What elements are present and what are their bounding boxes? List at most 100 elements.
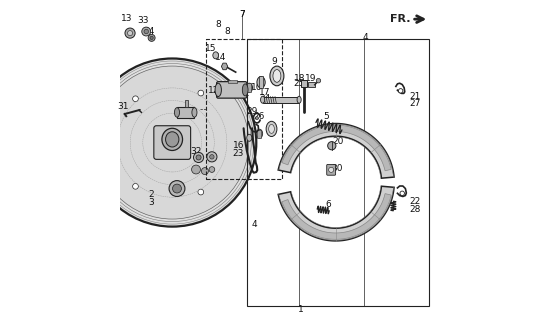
Ellipse shape [297, 96, 301, 103]
Text: 32: 32 [190, 147, 202, 156]
Text: 25: 25 [294, 79, 305, 88]
Circle shape [196, 155, 201, 160]
Bar [228, 80, 237, 83]
Bar [247, 39, 429, 306]
Circle shape [142, 27, 150, 36]
Ellipse shape [268, 124, 275, 133]
Text: 8: 8 [225, 27, 231, 36]
Text: 29: 29 [246, 107, 257, 116]
Text: 26: 26 [254, 112, 265, 121]
Text: 22: 22 [409, 197, 421, 206]
Text: 12: 12 [208, 86, 220, 95]
Bar [185, 100, 188, 107]
Text: 5: 5 [323, 112, 329, 121]
Circle shape [255, 116, 258, 120]
Circle shape [144, 29, 148, 34]
Circle shape [96, 66, 249, 219]
Circle shape [169, 180, 185, 196]
Text: 33: 33 [138, 16, 149, 25]
Text: 30: 30 [331, 164, 343, 173]
Text: 4: 4 [252, 220, 257, 229]
Polygon shape [278, 186, 394, 241]
Circle shape [173, 184, 182, 193]
Circle shape [398, 89, 403, 93]
Polygon shape [282, 194, 391, 239]
FancyBboxPatch shape [154, 126, 190, 159]
Polygon shape [221, 63, 228, 70]
Circle shape [125, 28, 135, 38]
Text: 7: 7 [239, 10, 245, 19]
Text: 7: 7 [239, 10, 245, 19]
Text: 3: 3 [148, 198, 154, 207]
Ellipse shape [246, 83, 252, 92]
Circle shape [150, 36, 153, 39]
Text: 28: 28 [409, 205, 421, 214]
Ellipse shape [165, 132, 179, 147]
Circle shape [316, 78, 321, 83]
Text: 20: 20 [333, 137, 344, 146]
Text: FR.: FR. [390, 14, 410, 24]
Ellipse shape [247, 134, 252, 141]
Ellipse shape [266, 121, 277, 137]
Text: 11: 11 [240, 89, 251, 98]
Text: 34: 34 [143, 27, 155, 36]
Text: 15: 15 [205, 44, 217, 53]
Circle shape [148, 34, 155, 41]
Ellipse shape [256, 129, 263, 138]
Text: 31: 31 [118, 101, 129, 111]
Ellipse shape [242, 84, 248, 96]
Ellipse shape [215, 83, 221, 97]
Bar [258, 76, 263, 88]
Circle shape [202, 168, 208, 175]
FancyBboxPatch shape [327, 164, 336, 175]
Bar [301, 80, 307, 87]
Bar [257, 130, 261, 138]
Circle shape [207, 152, 217, 162]
Circle shape [192, 165, 201, 174]
Bar [206, 39, 282, 179]
Bar [247, 83, 251, 92]
Polygon shape [282, 125, 391, 171]
Text: 27: 27 [409, 99, 421, 108]
Ellipse shape [192, 108, 197, 117]
Circle shape [198, 189, 204, 195]
Ellipse shape [261, 96, 265, 103]
Bar [177, 107, 194, 118]
Polygon shape [278, 124, 394, 178]
Circle shape [193, 152, 204, 163]
Circle shape [133, 96, 138, 102]
Ellipse shape [174, 108, 179, 117]
Text: 24: 24 [260, 94, 271, 103]
Text: 18: 18 [294, 74, 305, 83]
Text: 10: 10 [251, 83, 263, 92]
Text: 16: 16 [233, 141, 245, 150]
Text: 13: 13 [121, 14, 133, 23]
Text: 1: 1 [298, 305, 304, 314]
Ellipse shape [273, 69, 281, 82]
Ellipse shape [270, 66, 284, 86]
Circle shape [133, 183, 138, 189]
Circle shape [209, 155, 214, 159]
Text: 9: 9 [272, 57, 277, 66]
Circle shape [328, 142, 336, 150]
Text: 8: 8 [216, 20, 221, 29]
Circle shape [88, 59, 256, 227]
Text: 23: 23 [233, 148, 244, 157]
Text: 4: 4 [362, 33, 368, 42]
Circle shape [400, 191, 404, 196]
Ellipse shape [213, 52, 218, 59]
Circle shape [209, 167, 215, 172]
Text: 14: 14 [215, 53, 227, 62]
Ellipse shape [162, 128, 183, 150]
Bar [263, 97, 299, 103]
Bar [307, 82, 315, 87]
Circle shape [198, 90, 204, 96]
Text: 6: 6 [326, 200, 331, 209]
Ellipse shape [257, 76, 265, 88]
Text: 19: 19 [305, 74, 316, 83]
Text: 2: 2 [148, 190, 154, 199]
Text: 21: 21 [409, 92, 421, 101]
Circle shape [128, 31, 133, 36]
FancyBboxPatch shape [217, 82, 247, 98]
Text: 17: 17 [260, 88, 271, 97]
